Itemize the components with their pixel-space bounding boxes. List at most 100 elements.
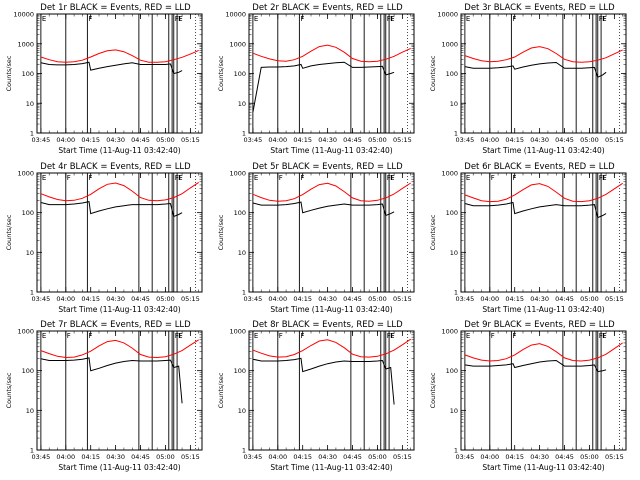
chart-panel-9: Det 9r BLACK = Events, RED = LLD Counts/s… — [429, 320, 627, 472]
event-marker-label: F — [88, 332, 92, 340]
event-marker-label: E — [254, 332, 258, 340]
event-marker-label: FF — [599, 332, 607, 340]
event-marker-label: E — [178, 332, 182, 340]
x-tick-label: 04:00 — [56, 295, 75, 303]
x-tick-label: 05:15 — [181, 136, 200, 144]
x-tick-label: 03:45 — [244, 136, 263, 144]
y-tick-label: 10 — [238, 407, 246, 415]
events-series-line — [252, 201, 395, 217]
event-marker-label: F — [491, 332, 495, 340]
x-tick-label: 05:15 — [393, 295, 412, 303]
y-tick-label: 100 — [234, 367, 246, 375]
event-marker-label: E — [466, 174, 470, 182]
x-axis-label: Start Time (11-Aug-11 03:42:40) — [270, 305, 392, 314]
y-tick-label: 1 — [454, 447, 458, 455]
event-marker-label: F — [88, 174, 92, 182]
lld-series-line — [40, 181, 199, 202]
x-tick-label: 05:15 — [605, 295, 624, 303]
x-axis-label: Start Time (11-Aug-11 03:42:40) — [58, 146, 180, 155]
y-tick-label: 1000 — [17, 170, 34, 178]
y-tick-label: 1000 — [229, 328, 246, 336]
y-tick-label: 100 — [234, 209, 246, 217]
x-tick-label: 04:45 — [131, 295, 150, 303]
event-marker-label: F — [300, 332, 304, 340]
plot-frame — [36, 13, 203, 134]
y-tick-label: 100 — [234, 70, 246, 78]
events-series-line — [40, 357, 183, 404]
x-tick-label: 05:00 — [580, 136, 599, 144]
chart-panel-7: Det 7r BLACK = Events, RED = LLD Counts/s… — [5, 320, 203, 472]
x-tick-label: 04:00 — [56, 453, 75, 461]
x-tick-label: 04:30 — [318, 453, 337, 461]
y-axis-label: Counts/sec — [429, 214, 437, 250]
event-marker-label: FF — [175, 174, 183, 182]
x-tick-label: 04:15 — [293, 453, 312, 461]
x-tick-label: 05:00 — [368, 295, 387, 303]
y-tick-label: 1 — [30, 447, 34, 455]
event-marker-label: FF — [175, 15, 183, 23]
events-series-line — [252, 61, 395, 113]
event-marker-label: E — [42, 174, 46, 182]
y-tick-label: 10 — [450, 100, 458, 108]
y-tick-label: 1 — [454, 130, 458, 138]
y-tick-label: 1000 — [441, 40, 458, 48]
x-tick-label: 04:00 — [480, 295, 499, 303]
y-tick-label: 1000 — [17, 328, 34, 336]
event-marker-label: FF — [175, 332, 183, 340]
event-marker-label: E — [178, 15, 182, 23]
chart-panel-2: Det 2r BLACK = Events, RED = LLD Counts/s… — [217, 3, 415, 155]
events-series-line — [40, 200, 183, 218]
event-marker-label: E — [42, 332, 46, 340]
event-marker-label: F — [512, 174, 516, 182]
event-marker-label: E — [466, 332, 470, 340]
x-tick-label: 04:00 — [268, 453, 287, 461]
y-tick-label: 10000 — [13, 11, 34, 19]
y-tick-label: 1000 — [441, 328, 458, 336]
chart-title: Det 7r BLACK = Events, RED = LLD — [40, 320, 191, 330]
chart-panel-1: Det 1r BLACK = Events, RED = LLD Counts/s… — [5, 3, 203, 155]
y-tick-label: 10 — [26, 100, 34, 108]
y-axis-label: Counts/sec — [217, 55, 225, 91]
event-marker-label: FF — [599, 15, 607, 23]
events-series-line — [464, 359, 607, 373]
lld-series-line — [464, 342, 623, 362]
y-tick-label: 10 — [450, 407, 458, 415]
event-marker-label: F — [512, 15, 516, 23]
event-marker-label: F — [67, 332, 71, 340]
event-marker-label: F — [279, 332, 283, 340]
x-tick-label: 04:15 — [293, 295, 312, 303]
x-tick-label: 04:45 — [131, 136, 150, 144]
x-tick-label: 04:15 — [81, 136, 100, 144]
y-tick-label: 1 — [30, 130, 34, 138]
event-marker-label: FF — [599, 174, 607, 182]
y-axis-label: Counts/sec — [5, 55, 13, 91]
y-axis-label: Counts/sec — [429, 55, 437, 91]
y-axis-label: Counts/sec — [217, 214, 225, 250]
x-tick-label: 05:00 — [156, 453, 175, 461]
x-tick-label: 04:45 — [343, 453, 362, 461]
event-marker-label: F — [300, 15, 304, 23]
chart-title: Det 9r BLACK = Events, RED = LLD — [464, 320, 615, 330]
lld-series-line — [464, 182, 623, 203]
y-tick-label: 1 — [242, 289, 246, 297]
x-tick-label: 05:15 — [605, 453, 624, 461]
x-tick-label: 04:15 — [505, 295, 524, 303]
y-tick-label: 100 — [22, 209, 34, 217]
x-tick-label: 03:45 — [32, 295, 51, 303]
plot-frame — [248, 330, 415, 451]
y-tick-label: 1000 — [229, 40, 246, 48]
event-marker-label: F — [512, 332, 516, 340]
x-tick-label: 04:00 — [480, 136, 499, 144]
x-tick-label: 04:30 — [530, 295, 549, 303]
x-tick-label: 04:45 — [555, 295, 574, 303]
x-tick-label: 04:45 — [131, 453, 150, 461]
lld-series-line — [252, 182, 411, 202]
x-tick-label: 04:30 — [318, 136, 337, 144]
event-marker-label: F — [67, 174, 71, 182]
x-tick-label: 03:45 — [32, 136, 51, 144]
x-tick-label: 03:45 — [32, 453, 51, 461]
x-tick-label: 05:00 — [580, 453, 599, 461]
lld-series-line — [40, 339, 199, 359]
x-tick-label: 03:45 — [244, 295, 263, 303]
event-marker-label: E — [466, 15, 470, 23]
